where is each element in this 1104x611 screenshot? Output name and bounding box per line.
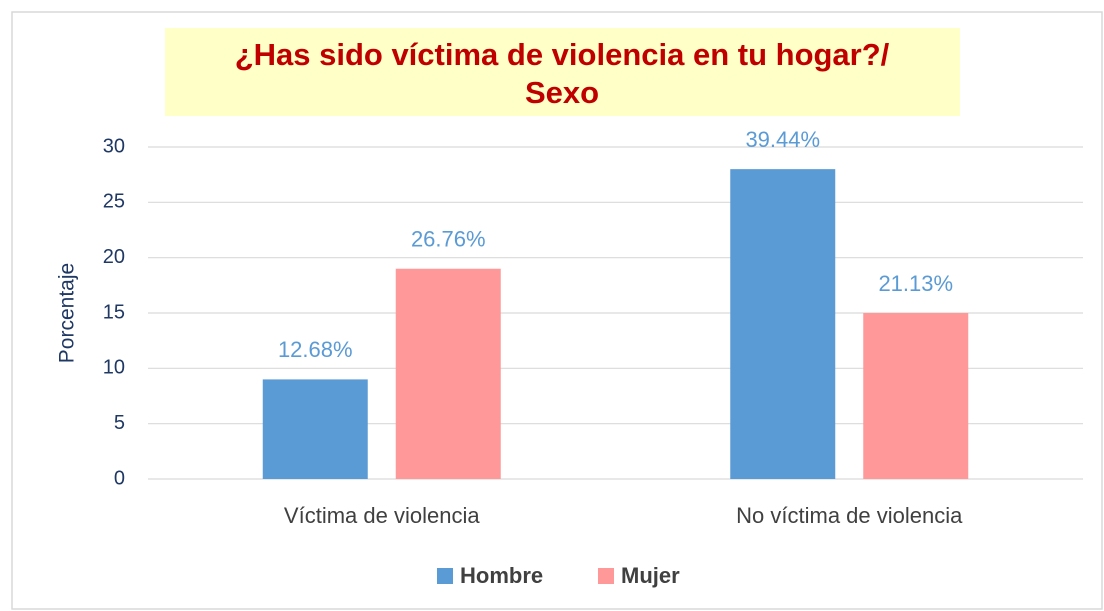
data-label: 12.68%	[278, 337, 353, 362]
y-tick-label: 20	[103, 246, 125, 268]
y-tick-label: 30	[103, 135, 125, 157]
chart-title: ¿Has sido víctima de violencia en tu hog…	[235, 37, 890, 72]
title-box	[165, 28, 960, 116]
y-axis-label: Porcentaje	[56, 263, 79, 363]
x-tick-label: Víctima de violencia	[284, 503, 480, 528]
chart-title: Sexo	[525, 75, 599, 110]
y-tick-label: 0	[114, 467, 125, 489]
y-tick-label: 25	[103, 191, 125, 213]
y-tick-label: 10	[103, 357, 125, 379]
legend-label: Mujer	[621, 563, 680, 588]
legend-label: Hombre	[460, 563, 543, 588]
y-tick-label: 5	[114, 412, 125, 434]
bar	[730, 169, 836, 479]
y-tick-label: 15	[103, 301, 125, 323]
legend-swatch	[598, 568, 614, 584]
data-label: 21.13%	[878, 271, 953, 296]
bar	[395, 268, 501, 479]
bar	[262, 379, 368, 479]
data-label: 26.76%	[411, 227, 486, 252]
bar	[863, 313, 969, 479]
legend-swatch	[437, 568, 453, 584]
data-label: 39.44%	[745, 127, 820, 152]
x-tick-label: No víctima de violencia	[736, 503, 963, 528]
